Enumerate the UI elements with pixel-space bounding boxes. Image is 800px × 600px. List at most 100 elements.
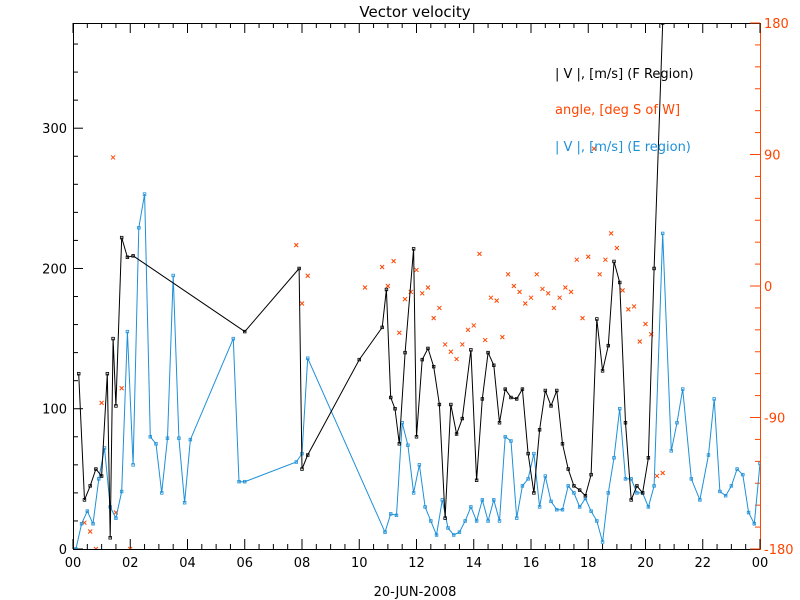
data-point bbox=[597, 271, 603, 277]
data-point bbox=[87, 529, 93, 534]
y2-tick-label: -90 bbox=[764, 412, 785, 427]
y2-tick-label: 180 bbox=[764, 17, 789, 32]
data-point bbox=[93, 546, 99, 549]
data-point bbox=[114, 404, 118, 408]
data-point bbox=[606, 491, 610, 495]
x-tick-label: 22 bbox=[694, 556, 711, 571]
data-point bbox=[188, 437, 193, 442]
x-tick-label: 16 bbox=[523, 556, 540, 571]
data-point bbox=[389, 395, 393, 400]
data-point bbox=[620, 288, 625, 293]
data-point bbox=[752, 522, 756, 526]
data-point bbox=[486, 350, 490, 355]
data-point bbox=[614, 245, 620, 251]
data-point bbox=[612, 456, 616, 460]
data-point bbox=[443, 516, 447, 520]
data-point bbox=[137, 226, 141, 230]
data-point bbox=[741, 472, 745, 477]
plot-area bbox=[74, 23, 760, 549]
data-point bbox=[243, 329, 247, 334]
data-point bbox=[608, 231, 614, 236]
data-point bbox=[406, 443, 410, 447]
data-point bbox=[119, 489, 124, 494]
data-point bbox=[385, 283, 391, 289]
y-tick-label: 0 bbox=[59, 543, 67, 558]
x-tick-label: 02 bbox=[122, 556, 139, 571]
data-point bbox=[474, 519, 479, 523]
data-point bbox=[560, 508, 565, 512]
data-point bbox=[480, 397, 485, 401]
x-axis-ticks: 00 02 04 06 08 10 12 14 16 18 20 22 00 bbox=[65, 23, 769, 571]
data-point bbox=[549, 404, 553, 408]
data-point bbox=[631, 304, 637, 309]
data-point bbox=[537, 428, 542, 432]
data-point bbox=[457, 530, 462, 534]
y2-tick-label: -180 bbox=[764, 543, 794, 558]
data-point bbox=[520, 387, 525, 391]
data-point bbox=[545, 290, 551, 296]
data-point bbox=[509, 395, 513, 400]
legend-entry-e-region: | V |, [m/s] (E region) bbox=[555, 140, 691, 155]
data-point bbox=[623, 421, 628, 425]
data-point bbox=[585, 254, 591, 260]
data-point bbox=[131, 254, 135, 258]
data-point bbox=[125, 255, 130, 259]
data-point bbox=[600, 369, 605, 373]
data-point bbox=[411, 247, 416, 251]
data-point bbox=[706, 453, 711, 457]
data-point bbox=[681, 387, 685, 391]
series-line bbox=[75, 194, 760, 549]
data-point bbox=[543, 474, 548, 478]
data-point bbox=[417, 463, 422, 467]
data-point bbox=[154, 442, 158, 446]
x-tick-label: 00 bbox=[752, 556, 769, 571]
data-point bbox=[423, 505, 427, 509]
data-point bbox=[465, 327, 471, 333]
data-point bbox=[618, 407, 622, 411]
data-point bbox=[425, 285, 431, 290]
data-point bbox=[497, 421, 502, 425]
data-point bbox=[652, 266, 656, 271]
data-point bbox=[557, 295, 562, 301]
data-point bbox=[99, 474, 104, 478]
data-point bbox=[299, 301, 305, 306]
x-tick-label: 10 bbox=[351, 556, 368, 571]
data-point bbox=[362, 285, 368, 290]
data-point bbox=[437, 305, 442, 311]
data-point bbox=[583, 493, 588, 498]
y2-tick-label: 0 bbox=[764, 280, 772, 295]
data-point bbox=[82, 498, 87, 502]
data-point bbox=[549, 499, 553, 504]
data-point bbox=[522, 301, 528, 306]
data-point bbox=[440, 498, 444, 502]
y2-tick-label: 90 bbox=[764, 149, 781, 164]
data-point bbox=[735, 467, 739, 471]
data-point bbox=[528, 295, 534, 301]
data-point bbox=[111, 336, 115, 341]
data-point bbox=[698, 498, 702, 502]
data-point bbox=[394, 513, 399, 518]
data-point bbox=[474, 478, 479, 482]
legend: | V |, [m/s] (F Region) angle, [deg S of… bbox=[555, 67, 694, 155]
data-point bbox=[131, 463, 135, 467]
data-point bbox=[482, 337, 488, 343]
data-point bbox=[486, 519, 490, 523]
x-tick-label: 08 bbox=[294, 556, 311, 571]
data-point bbox=[148, 435, 152, 439]
data-point bbox=[119, 385, 125, 391]
data-point bbox=[114, 516, 118, 520]
y-tick-label: 200 bbox=[42, 262, 67, 277]
data-point bbox=[532, 491, 536, 495]
data-point bbox=[551, 305, 557, 311]
data-point bbox=[625, 307, 631, 312]
data-point bbox=[629, 498, 633, 502]
data-point bbox=[568, 289, 574, 295]
data-point bbox=[618, 280, 622, 285]
data-point bbox=[171, 273, 175, 278]
data-point bbox=[591, 146, 597, 152]
data-point bbox=[746, 510, 751, 515]
data-point bbox=[494, 298, 500, 303]
data-point bbox=[165, 436, 170, 440]
data-point bbox=[88, 484, 92, 488]
data-point bbox=[534, 271, 540, 277]
